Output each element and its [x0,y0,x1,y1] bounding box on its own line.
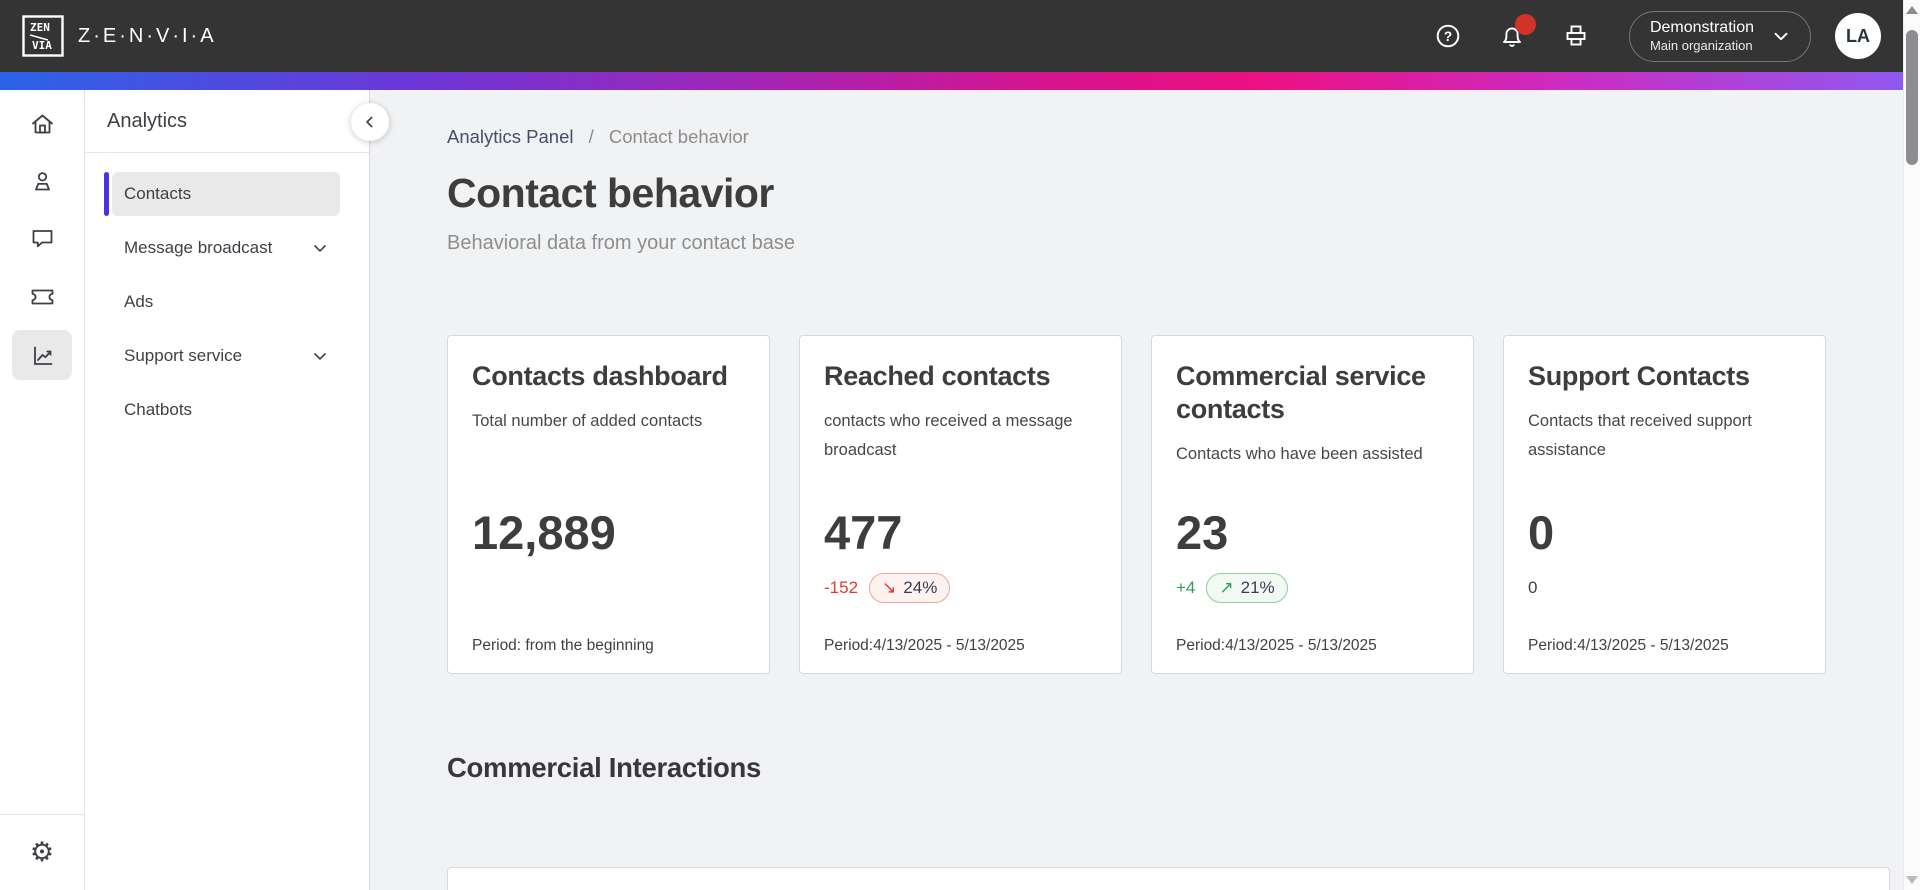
delta-value: -152 [824,578,859,597]
sidebar-item-support-service[interactable]: Support service [112,334,340,378]
chevron-down-icon [1770,25,1792,47]
svg-text:VIA: VIA [32,39,52,52]
sidebar-item-label: Chatbots [124,400,193,419]
commercial-interactions-card-edge [447,867,1890,890]
ticket-icon [29,282,56,309]
organization-labels: Demonstration Main organization [1650,18,1754,54]
card-subtitle: Total number of added contacts [472,412,703,430]
scroll-down-arrow[interactable] [1906,876,1918,884]
help-icon[interactable]: ? [1433,21,1463,51]
card-period: Period: from the beginning [472,637,654,654]
trend-up-arrow-icon: ↗ [1219,578,1234,597]
card-value: 0 [1528,506,1555,559]
breadcrumb-current: Contact behavior [608,126,749,147]
breadcrumb: Analytics Panel / Contact behavior [447,126,749,148]
card-contacts-dashboard: Contacts dashboard Total number of added… [447,335,770,674]
delta-value: 0 [1528,578,1538,597]
trend-pill-up: ↗ 21% [1206,573,1288,603]
trend-down-arrow-icon: ↘ [882,578,897,597]
card-title: Contacts dashboard [472,361,728,391]
avatar-initials: LA [1846,25,1870,46]
card-subtitle: Contacts who have been assisted [1176,445,1423,463]
sidebar-collapse-button[interactable] [351,103,389,141]
sidebar-item-label: Message broadcast [124,238,273,257]
organization-subtitle: Main organization [1649,37,1753,53]
svg-text:ZEN: ZEN [30,21,50,34]
page-scrollbar[interactable] [1903,0,1920,890]
trend-percentage: 21% [1240,578,1275,597]
notifications-bell-icon[interactable] [1497,14,1536,51]
analytics-sidebar: Analytics Contacts Message broadcast [85,90,370,890]
rail-analytics-button[interactable] [12,330,72,380]
sidebar-item-label: Contacts [124,184,192,203]
page-title: Contact behavior [447,170,774,216]
section-title-commercial-interactions: Commercial Interactions [447,752,762,783]
sidebar-header: Analytics [85,90,369,153]
sidebar-item-chatbots[interactable]: Chatbots [112,388,340,432]
brand-gradient-bar [0,72,1903,90]
person-icon [29,168,56,195]
scrollbar-thumb[interactable] [1906,30,1918,165]
sidebar-item-label: Ads [124,292,154,311]
card-value: 477 [824,506,903,559]
card-period: Period:4/13/2025 - 5/13/2025 [1176,637,1377,654]
analytics-chart-icon [29,342,56,369]
chevron-down-icon [310,346,330,366]
organization-selector[interactable]: Demonstration Main organization [1628,10,1811,62]
svg-text:?: ? [1444,29,1452,44]
card-title: Support Contacts [1528,361,1750,391]
main-panel: Analytics Panel / Contact behavior Conta… [370,90,1903,890]
rail-contacts-button[interactable] [12,159,72,203]
card-period: Period:4/13/2025 - 5/13/2025 [1528,637,1729,654]
active-item-indicator [104,172,109,216]
scroll-up-arrow[interactable] [1906,6,1918,14]
kpi-cards-row: Contacts dashboard Total number of added… [447,335,1826,674]
zenvia-logo-icon[interactable]: ZEN VIA [22,15,64,57]
sidebar-item-label: Support service [124,346,243,365]
sidebar-title: Analytics [107,109,188,132]
card-delta-row: -152 ↘ 24% [824,573,951,603]
sidebar-menu: Contacts Message broadcast Ads Support s… [85,153,369,432]
sidebar-item-contacts[interactable]: Contacts [104,172,340,216]
printer-icon[interactable] [1561,21,1591,51]
card-delta-row: +4 ↗ 21% [1176,573,1288,603]
card-title: Commercial service contacts [1176,361,1426,424]
topbar: ZEN VIA Z·E·N·V·I·A ? [0,0,1903,72]
card-subtitle: Contacts that received support assistanc… [1528,412,1752,459]
card-value: 23 [1176,506,1229,559]
card-value: 12,889 [472,506,616,559]
page-subtitle: Behavioral data from your contact base [447,232,795,254]
breadcrumb-separator: / [588,126,594,147]
card-support-contacts: Support Contacts Contacts that received … [1503,335,1826,674]
card-period: Period:4/13/2025 - 5/13/2025 [824,637,1025,654]
avatar[interactable]: LA [1835,13,1881,59]
sidebar-item-message-broadcast[interactable]: Message broadcast [112,226,340,270]
card-subtitle: contacts who received a message broadcas… [824,412,1073,459]
content-area: ⚙ Analytics Contacts Message broadcast [0,90,1903,890]
breadcrumb-analytics-panel-link[interactable]: Analytics Panel [447,126,574,147]
rail-campaigns-button[interactable] [12,273,72,317]
home-icon [29,111,56,138]
nav-rail: ⚙ [0,90,85,890]
card-delta-row: 0 [1528,573,1537,603]
trend-percentage: 24% [903,578,938,597]
chat-bubble-icon [29,225,56,252]
notification-badge [1514,14,1536,35]
trend-pill-down: ↘ 24% [869,573,951,603]
organization-name: Demonstration [1649,18,1754,36]
delta-value: +4 [1176,578,1196,597]
settings-gear-icon[interactable]: ⚙ [29,837,55,868]
rail-conversations-button[interactable] [12,216,72,260]
chevron-left-icon [360,112,380,132]
rail-footer: ⚙ [0,814,85,890]
card-reached-contacts: Reached contacts contacts who received a… [799,335,1122,674]
chevron-down-icon [310,238,330,258]
sidebar-item-ads[interactable]: Ads [112,280,340,324]
brand-wordmark: Z·E·N·V·I·A [78,24,217,47]
card-commercial-service-contacts: Commercial service contacts Contacts who… [1151,335,1474,674]
rail-home-button[interactable] [12,102,72,146]
topbar-actions: ? Demonstration Mai [1399,10,1881,62]
card-title: Reached contacts [824,361,1051,391]
